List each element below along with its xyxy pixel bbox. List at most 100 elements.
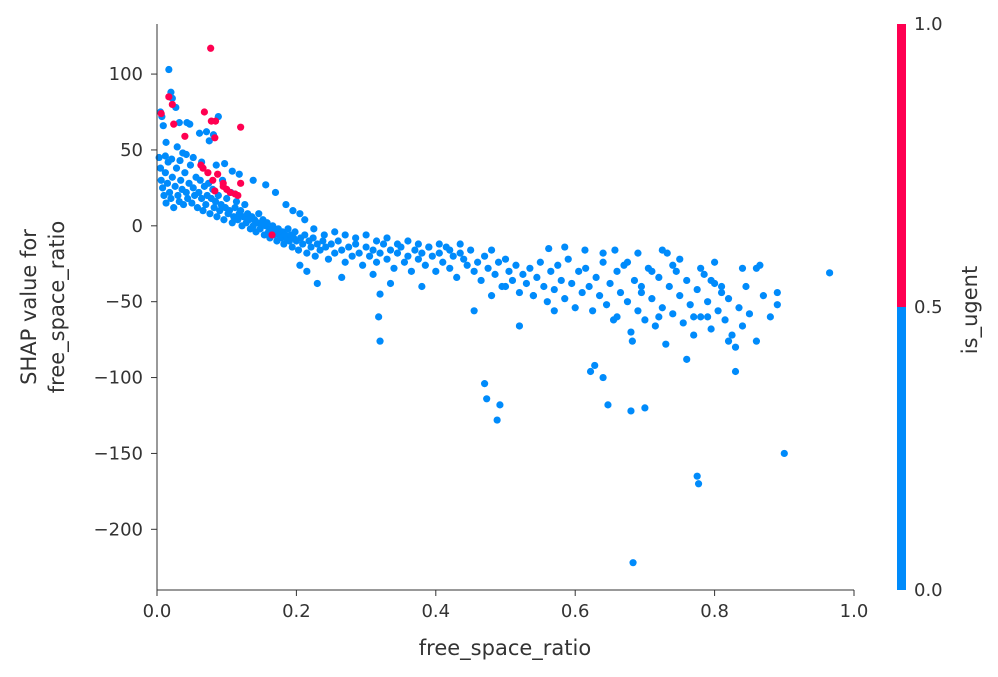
data-point-low: [182, 150, 190, 159]
data-point-low: [606, 279, 614, 288]
data-point-low: [313, 279, 321, 288]
data-point-low: [168, 173, 176, 181]
data-point-low: [501, 282, 510, 291]
data-point-low: [735, 304, 743, 312]
data-point-low: [301, 231, 309, 239]
data-point-low: [738, 264, 747, 272]
x-axis-ticks: 0.0 0.2 0.4 0.6 0.8 1.0: [143, 590, 868, 622]
data-point-low: [582, 264, 590, 272]
data-point-low: [714, 307, 722, 315]
data-point-low: [189, 184, 197, 192]
data-point-low: [269, 222, 277, 230]
data-point-low: [526, 264, 534, 272]
data-point-low: [341, 231, 349, 239]
data-point-high: [209, 176, 217, 184]
y-tick-label: −200: [94, 519, 143, 540]
data-point-low: [543, 298, 551, 306]
data-point-high: [170, 120, 178, 128]
data-point-low: [372, 237, 381, 245]
data-point-low: [480, 252, 489, 260]
data-point-low: [162, 138, 170, 146]
data-point-low: [474, 258, 482, 266]
data-point-low: [571, 304, 579, 312]
data-point-low: [693, 285, 701, 294]
data-point-low: [493, 416, 501, 424]
data-point-low: [470, 307, 478, 315]
data-point-low: [172, 164, 181, 172]
data-point-low: [296, 261, 304, 269]
data-point-low: [425, 243, 433, 251]
data-point-low: [456, 249, 464, 257]
data-point-low: [456, 240, 464, 248]
data-point-low: [581, 246, 589, 254]
data-point-low: [184, 194, 192, 203]
data-point-low: [589, 307, 597, 315]
data-point-low: [568, 279, 576, 288]
data-point-low: [487, 246, 496, 254]
data-point-low: [501, 255, 510, 263]
data-point-low: [623, 258, 632, 266]
data-point-high: [223, 185, 231, 193]
data-point-low: [669, 310, 677, 318]
data-point-low: [655, 313, 663, 321]
data-point-low: [641, 316, 649, 324]
y-tick-label: 0: [132, 216, 143, 237]
data-point-low: [334, 237, 342, 245]
data-point-low: [156, 164, 165, 172]
data-point-low: [611, 246, 619, 254]
data-point-low: [704, 298, 712, 306]
data-point-low: [676, 292, 684, 300]
data-point-low: [561, 243, 569, 251]
data-point-low: [421, 261, 429, 269]
data-point-low: [731, 343, 740, 351]
x-tick-label: 0.8: [700, 601, 729, 622]
data-point-low: [202, 128, 211, 136]
data-point-low: [591, 361, 599, 370]
data-point-low: [690, 313, 698, 321]
colorbar-high-segment: [897, 24, 906, 307]
data-point-low: [693, 472, 701, 480]
data-point-low: [561, 295, 569, 303]
data-point-low: [390, 264, 398, 272]
data-point-low: [550, 285, 558, 294]
data-point-low: [629, 559, 637, 567]
data-point-low: [826, 269, 834, 277]
data-point-low: [225, 207, 234, 215]
data-point-low: [515, 288, 524, 297]
data-point-low: [512, 261, 520, 269]
data-point-low: [545, 244, 553, 253]
data-point-low: [446, 264, 454, 272]
data-point-low: [404, 252, 412, 260]
y-axis-ticks: 100 50 0 −50 −100 −150 −200: [94, 64, 157, 540]
data-point-low: [745, 310, 754, 318]
data-point-low: [707, 276, 715, 285]
colorbar-tick-label: 0.5: [914, 297, 943, 318]
data-point-high: [157, 109, 165, 118]
data-point-low: [331, 249, 339, 257]
data-point-low: [463, 261, 471, 269]
data-point-low: [655, 273, 663, 282]
data-point-low: [683, 276, 691, 285]
data-point-high: [237, 123, 245, 131]
data-point-low: [400, 258, 409, 266]
data-point-high: [214, 170, 222, 178]
data-point-low: [198, 194, 206, 203]
data-point-low: [161, 169, 169, 177]
data-point-low: [717, 288, 726, 297]
data-point-low: [289, 207, 297, 215]
data-point-low: [316, 246, 324, 254]
data-point-low: [623, 298, 632, 306]
data-point-low: [324, 255, 333, 263]
data-point-low: [550, 307, 558, 315]
data-point-low: [496, 401, 504, 409]
data-point-low: [216, 207, 224, 215]
data-point-low: [592, 273, 600, 282]
data-point-low: [284, 225, 292, 233]
data-point-low: [369, 246, 377, 254]
data-point-low: [299, 240, 307, 248]
data-point-low: [508, 276, 517, 285]
data-point-low: [407, 267, 416, 275]
data-point-low: [704, 313, 712, 321]
data-point-low: [536, 258, 544, 266]
data-point-high: [200, 108, 208, 116]
